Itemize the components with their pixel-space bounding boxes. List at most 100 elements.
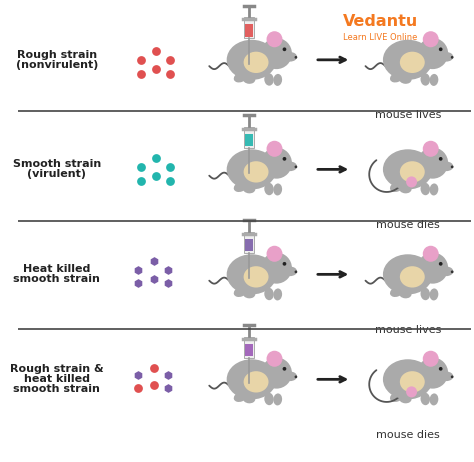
Ellipse shape [383,254,433,294]
Ellipse shape [439,267,453,276]
Circle shape [294,270,297,273]
Ellipse shape [264,393,274,405]
Bar [245,231,254,253]
Circle shape [451,165,454,168]
Circle shape [417,38,448,69]
Text: Learn LIVE Online: Learn LIVE Online [344,33,418,43]
Text: heat killed: heat killed [24,374,90,384]
Text: Vedantu: Vedantu [343,14,418,29]
Circle shape [294,376,297,378]
Circle shape [261,38,292,69]
Point [166,177,174,184]
Ellipse shape [390,73,403,83]
Point [135,385,142,392]
Bar [245,134,253,146]
Ellipse shape [234,73,247,83]
Circle shape [417,253,448,284]
Text: Smooth strain: Smooth strain [13,159,101,170]
Circle shape [439,48,443,51]
Ellipse shape [429,288,438,300]
Bar [245,239,253,251]
Circle shape [261,253,292,284]
Point [164,385,172,392]
Text: Heat killed: Heat killed [23,264,91,274]
Ellipse shape [243,184,255,194]
Circle shape [283,262,286,266]
Point [166,56,174,64]
Circle shape [283,48,286,51]
Circle shape [451,270,454,273]
Ellipse shape [383,40,433,80]
Circle shape [261,358,292,389]
Ellipse shape [429,183,438,195]
Point [135,280,142,287]
Text: smooth strain: smooth strain [13,384,100,395]
Point [137,70,145,77]
Circle shape [266,141,283,157]
Ellipse shape [283,267,297,276]
Circle shape [294,56,297,59]
Ellipse shape [264,182,274,195]
Circle shape [439,367,443,371]
Ellipse shape [283,371,297,381]
Text: mouse lives: mouse lives [374,110,441,120]
Point [150,364,158,371]
Ellipse shape [400,371,425,393]
Ellipse shape [390,182,403,192]
Ellipse shape [227,254,276,294]
Ellipse shape [227,359,276,400]
Circle shape [283,157,286,161]
Text: smooth strain: smooth strain [13,274,100,285]
Circle shape [261,147,292,179]
Point [164,371,172,378]
Bar [245,24,253,37]
Text: mouse dies: mouse dies [376,430,440,439]
Bar [245,17,254,38]
Ellipse shape [400,266,425,287]
Ellipse shape [390,287,403,297]
Point [164,280,172,287]
Ellipse shape [244,52,269,73]
Circle shape [283,367,286,371]
Circle shape [266,246,283,262]
Bar [245,337,254,358]
Ellipse shape [244,266,269,287]
Circle shape [423,31,439,47]
Ellipse shape [383,359,433,400]
Bar [245,127,254,148]
Ellipse shape [399,395,411,403]
Point [166,70,174,77]
Point [153,154,160,162]
Ellipse shape [234,287,247,297]
Circle shape [439,157,443,161]
Ellipse shape [227,149,276,189]
Ellipse shape [400,52,425,73]
Point [137,56,145,64]
Ellipse shape [243,75,255,84]
Ellipse shape [234,182,247,192]
Point [153,47,160,55]
Circle shape [451,56,454,59]
Ellipse shape [400,161,425,182]
Point [135,371,142,378]
Text: (nonvirulent): (nonvirulent) [16,60,98,70]
Ellipse shape [420,73,430,85]
Ellipse shape [273,394,282,406]
Ellipse shape [399,184,411,194]
Ellipse shape [273,74,282,86]
Circle shape [439,262,443,266]
Point [153,65,160,73]
Circle shape [423,246,439,262]
Ellipse shape [234,392,247,402]
Circle shape [266,351,283,367]
Circle shape [406,176,417,188]
Ellipse shape [429,74,438,86]
Ellipse shape [420,182,430,195]
Circle shape [417,147,448,179]
Ellipse shape [390,392,403,402]
Ellipse shape [264,288,274,300]
Point [164,266,172,274]
Ellipse shape [399,75,411,84]
Point [150,275,158,283]
Text: Rough strain &: Rough strain & [10,365,104,374]
